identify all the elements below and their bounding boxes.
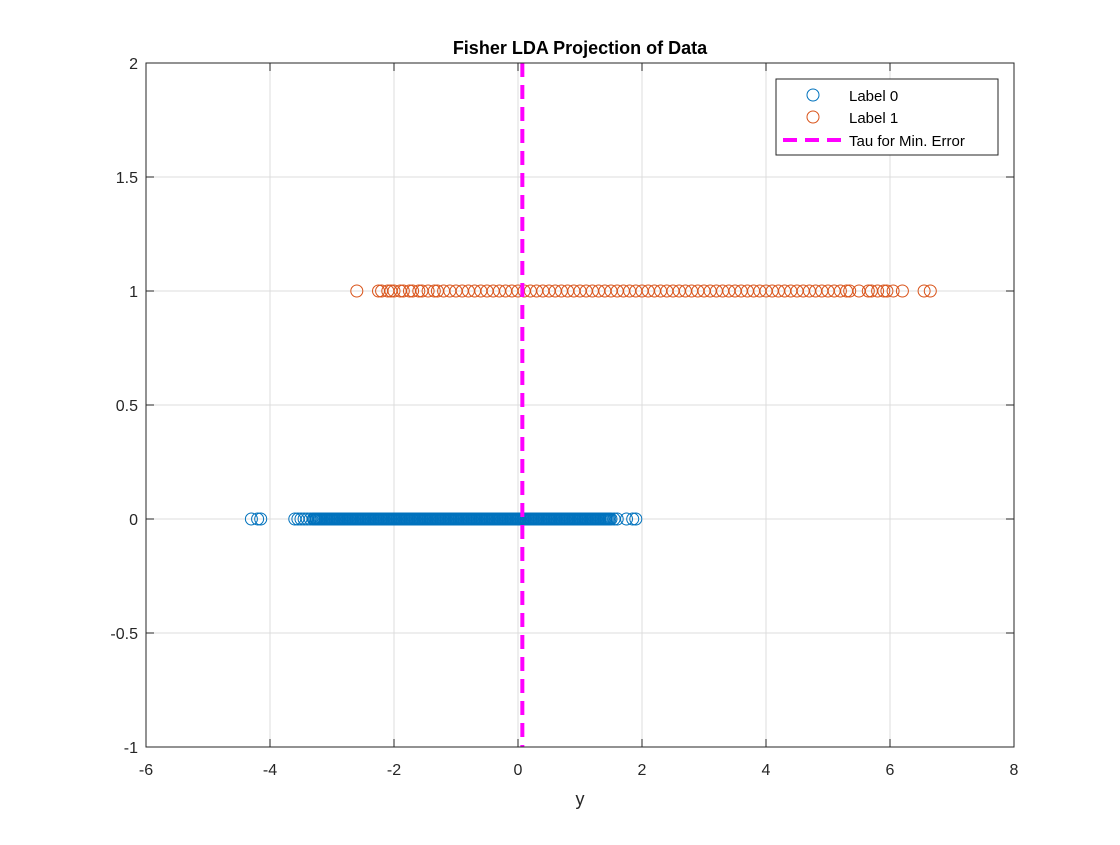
x-tick-label: 4 — [762, 762, 771, 779]
data-markers — [244, 284, 937, 526]
x-tick-label: -4 — [263, 762, 277, 779]
data-point-label-1 — [871, 284, 885, 298]
y-tick-label: 2 — [129, 56, 138, 73]
data-point-label-1 — [412, 284, 426, 298]
x-tick-label: 0 — [514, 762, 523, 779]
data-point-label-0 — [603, 512, 617, 526]
legend-label-0: Label 0 — [849, 88, 898, 105]
data-point-label-1 — [406, 284, 420, 298]
y-tick-label: 0 — [129, 512, 138, 529]
legend-marker-label-0 — [806, 88, 820, 102]
data-point-label-1 — [421, 284, 435, 298]
y-tick-label: -1 — [124, 740, 138, 757]
data-point-label-1 — [923, 284, 937, 298]
x-tick-label: 2 — [638, 762, 647, 779]
x-tick-label: -2 — [387, 762, 401, 779]
tick-labels: -6 -4 -2 0 2 4 6 8 -1 -0.5 0 0.5 1 1.5 2 — [110, 56, 1018, 779]
legend: Label 0 Label 1 Tau for Min. Error — [775, 78, 999, 156]
data-point-label-1 — [886, 284, 900, 298]
chart-title: Fisher LDA Projection of Data — [453, 38, 708, 58]
data-point-label-0 — [251, 512, 265, 526]
legend-label-tau: Tau for Min. Error — [849, 133, 965, 150]
data-point-label-0 — [629, 512, 643, 526]
x-axis-label: y — [576, 789, 585, 809]
data-point-label-1 — [877, 284, 891, 298]
legend-marker-label-1 — [806, 110, 820, 124]
y-tick-label: 1 — [129, 284, 138, 301]
x-tick-label: -6 — [139, 762, 153, 779]
x-tick-label: 6 — [886, 762, 895, 779]
data-point-label-0 — [244, 512, 258, 526]
data-point-label-1 — [861, 284, 875, 298]
legend-box — [775, 78, 999, 156]
data-point-label-1 — [843, 284, 857, 298]
x-tick-label: 8 — [1010, 762, 1019, 779]
data-point-label-0 — [254, 512, 268, 526]
data-point-label-1 — [427, 284, 441, 298]
y-tick-label: 0.5 — [116, 398, 138, 415]
y-tick-label: -0.5 — [110, 626, 138, 643]
data-point-label-1 — [396, 284, 410, 298]
data-point-label-0 — [626, 512, 640, 526]
data-point-label-1 — [917, 284, 931, 298]
data-point-label-1 — [387, 284, 401, 298]
data-point-label-1 — [350, 284, 364, 298]
data-point-label-1 — [880, 284, 894, 298]
axis-ticks — [145, 62, 1015, 748]
legend-label-1: Label 1 — [849, 110, 898, 127]
data-point-label-1 — [895, 284, 909, 298]
data-point-label-0 — [620, 512, 633, 526]
y-tick-label: 1.5 — [116, 170, 138, 187]
data-point-label-1 — [833, 284, 847, 298]
